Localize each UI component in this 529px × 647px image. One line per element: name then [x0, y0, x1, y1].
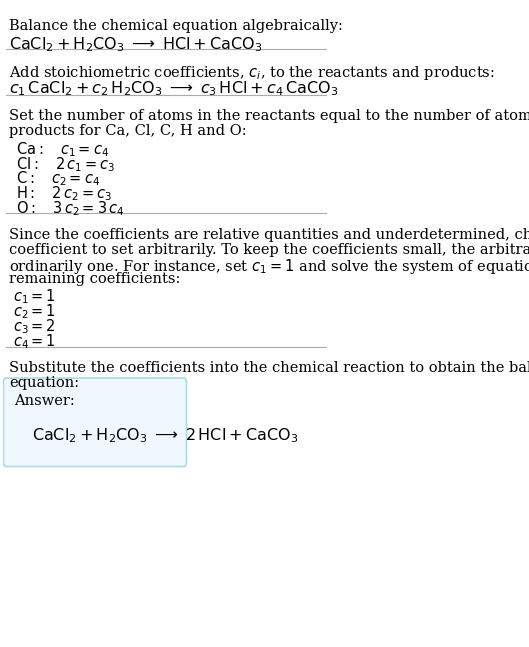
Text: $c_4 = 1$: $c_4 = 1$	[13, 332, 56, 351]
Text: coefficient to set arbitrarily. To keep the coefficients small, the arbitrary va: coefficient to set arbitrarily. To keep …	[10, 243, 529, 257]
Text: $c_2 = 1$: $c_2 = 1$	[13, 302, 56, 321]
Text: $c_1 = 1$: $c_1 = 1$	[13, 287, 56, 306]
Text: $\mathrm{Ca:}\quad c_1 = c_4$: $\mathrm{Ca:}\quad c_1 = c_4$	[16, 140, 109, 159]
Text: $\mathrm{CaCl_2 + H_2CO_3 \;\longrightarrow\; 2\,HCl + CaCO_3}$: $\mathrm{CaCl_2 + H_2CO_3 \;\longrightar…	[32, 426, 298, 445]
Text: $\mathrm{C:}\quad c_2 = c_4$: $\mathrm{C:}\quad c_2 = c_4$	[16, 170, 100, 188]
Text: $\mathrm{O:}\quad 3\,c_2 = 3\,c_4$: $\mathrm{O:}\quad 3\,c_2 = 3\,c_4$	[16, 199, 124, 218]
Text: $\mathrm{H:}\quad 2\,c_2 = c_3$: $\mathrm{H:}\quad 2\,c_2 = c_3$	[16, 184, 112, 203]
Text: Answer:: Answer:	[14, 394, 75, 408]
Text: $\mathrm{Cl:}\quad 2\,c_1 = c_3$: $\mathrm{Cl:}\quad 2\,c_1 = c_3$	[16, 155, 115, 173]
Text: Set the number of atoms in the reactants equal to the number of atoms in the: Set the number of atoms in the reactants…	[10, 109, 529, 124]
Text: $c_3 = 2$: $c_3 = 2$	[13, 317, 56, 336]
Text: Balance the chemical equation algebraically:: Balance the chemical equation algebraica…	[10, 19, 343, 33]
Text: Substitute the coefficients into the chemical reaction to obtain the balanced: Substitute the coefficients into the che…	[10, 361, 529, 375]
Text: ordinarily one. For instance, set $c_1 = 1$ and solve the system of equations fo: ordinarily one. For instance, set $c_1 =…	[10, 258, 529, 276]
Text: Since the coefficients are relative quantities and underdetermined, choose a: Since the coefficients are relative quan…	[10, 228, 529, 242]
Text: equation:: equation:	[10, 376, 79, 390]
Text: products for Ca, Cl, C, H and O:: products for Ca, Cl, C, H and O:	[10, 124, 247, 138]
FancyBboxPatch shape	[3, 378, 187, 466]
Text: $c_1\,\mathrm{CaCl_2} + c_2\,\mathrm{H_2CO_3} \;\longrightarrow\; c_3\,\mathrm{H: $c_1\,\mathrm{CaCl_2} + c_2\,\mathrm{H_2…	[10, 80, 339, 98]
Text: Add stoichiometric coefficients, $c_i$, to the reactants and products:: Add stoichiometric coefficients, $c_i$, …	[10, 63, 495, 82]
Text: remaining coefficients:: remaining coefficients:	[10, 272, 181, 286]
Text: $\mathrm{CaCl_2 + H_2CO_3 \;\longrightarrow\; HCl + CaCO_3}$: $\mathrm{CaCl_2 + H_2CO_3 \;\longrightar…	[10, 35, 263, 54]
